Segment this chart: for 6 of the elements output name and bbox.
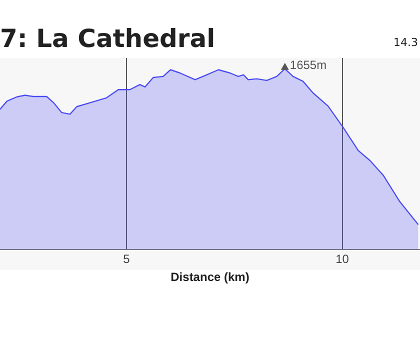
chart-title: 7: La Cathedral [0,24,216,53]
text: 14.3 [394,36,418,49]
x-axis-title: Distance (km) [170,270,250,284]
annotation: 1655m [290,58,327,72]
x-tick-label: 5 [123,252,130,266]
x-tick-label: 10 [336,252,350,266]
